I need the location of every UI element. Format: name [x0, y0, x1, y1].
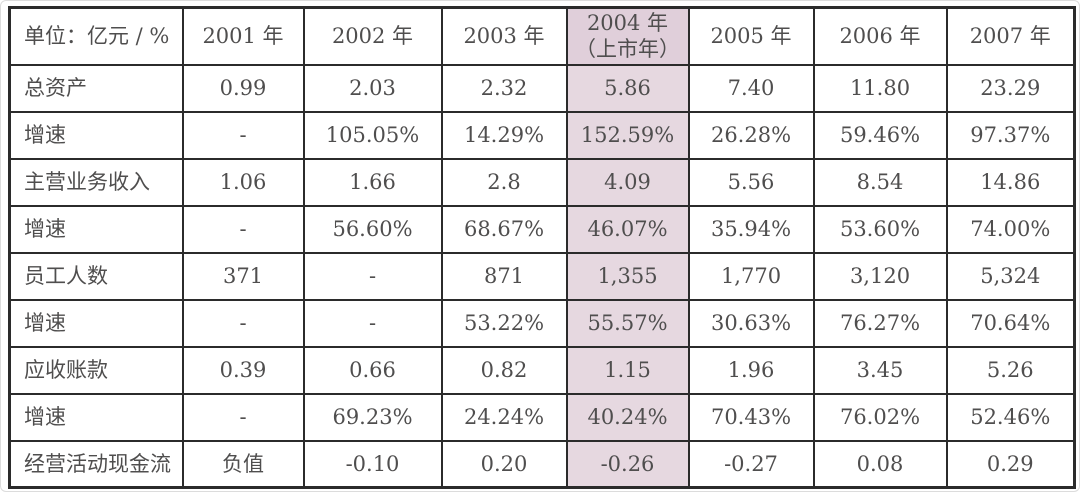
value-cell: 70.64%: [945, 298, 1076, 348]
year-header-label: 2004 年: [586, 11, 669, 35]
value-cell: 0.29: [945, 439, 1076, 489]
value-cell: 59.46%: [812, 110, 948, 160]
value-cell: 1.06: [181, 157, 305, 207]
value-cell: 56.60%: [302, 204, 443, 254]
value-cell: 76.27%: [812, 298, 948, 348]
value-cell: 1,770: [687, 251, 815, 301]
table-row: 应收账款 0.39 0.66 0.82 1.15 1.96 3.45 5.26: [8, 345, 1076, 395]
value-cell-highlighted: 55.57%: [565, 298, 690, 348]
metric-label-cell: 主营业务收入: [8, 157, 184, 207]
value-cell: 14.86: [945, 157, 1076, 207]
year-header-2003: 2003 年: [440, 6, 568, 66]
value-cell: 14.29%: [440, 110, 568, 160]
value-cell: 74.00%: [945, 204, 1076, 254]
year-header-label: 2002 年: [331, 24, 414, 49]
year-header-2002: 2002 年: [302, 6, 443, 66]
value-cell-highlighted: -0.26: [565, 439, 690, 489]
value-cell: 24.24%: [440, 392, 568, 442]
value-cell: -0.10: [302, 439, 443, 489]
value-cell: 3.45: [812, 345, 948, 395]
table-row: 员工人数 371 - 871 1,355 1,770 3,120 5,324: [8, 251, 1076, 301]
ipo-year-sublabel: （上市年）: [575, 37, 680, 62]
value-cell: 3,120: [812, 251, 948, 301]
metric-label-cell: 增速: [8, 298, 184, 348]
value-cell: 0.82: [440, 345, 568, 395]
value-cell: 11.80: [812, 63, 948, 113]
value-cell-highlighted: 1,355: [565, 251, 690, 301]
value-cell: 70.43%: [687, 392, 815, 442]
value-cell: 53.60%: [812, 204, 948, 254]
value-cell: 5.56: [687, 157, 815, 207]
table-row: 增速 - - 53.22% 55.57% 30.63% 76.27% 70.64…: [8, 298, 1076, 348]
year-header-2007: 2007 年: [945, 6, 1076, 66]
value-cell: 2.03: [302, 63, 443, 113]
metric-label-cell: 经营活动现金流: [8, 439, 184, 489]
metric-label-cell: 增速: [8, 204, 184, 254]
value-cell: -0.27: [687, 439, 815, 489]
financial-table: 单位：亿元 / % 2001 年 2002 年 2003 年 2004 年（上市…: [8, 6, 1076, 489]
value-cell: 1.66: [302, 157, 443, 207]
unit-label-cell: 单位：亿元 / %: [8, 6, 184, 66]
value-cell: 76.02%: [812, 392, 948, 442]
value-cell: -: [302, 251, 443, 301]
value-cell: 5,324: [945, 251, 1076, 301]
value-cell-highlighted: 4.09: [565, 157, 690, 207]
value-cell: 35.94%: [687, 204, 815, 254]
table-row: 总资产 0.99 2.03 2.32 5.86 7.40 11.80 23.29: [8, 63, 1076, 113]
value-cell-highlighted: 46.07%: [565, 204, 690, 254]
value-cell: 68.67%: [440, 204, 568, 254]
table-row: 增速 - 105.05% 14.29% 152.59% 26.28% 59.46…: [8, 110, 1076, 160]
value-cell-highlighted: 5.86: [565, 63, 690, 113]
year-header-2005: 2005 年: [687, 6, 815, 66]
year-header-label: 2003 年: [463, 24, 545, 49]
metric-label-cell: 增速: [8, 392, 184, 442]
year-header-label: 2006 年: [839, 24, 921, 49]
value-cell-highlighted: 40.24%: [565, 392, 690, 442]
value-cell: 2.8: [440, 157, 568, 207]
value-cell: -: [181, 204, 305, 254]
year-header-2001: 2001 年: [181, 6, 305, 66]
year-header-label: 2007 年: [969, 24, 1051, 49]
metric-label-cell: 员工人数: [8, 251, 184, 301]
value-cell: 0.66: [302, 345, 443, 395]
value-cell: 26.28%: [687, 110, 815, 160]
value-cell: 8.54: [812, 157, 948, 207]
value-cell: 0.99: [181, 63, 305, 113]
value-cell: 53.22%: [440, 298, 568, 348]
year-header-2006: 2006 年: [812, 6, 948, 66]
value-cell: 1.96: [687, 345, 815, 395]
table-header-row: 单位：亿元 / % 2001 年 2002 年 2003 年 2004 年（上市…: [8, 6, 1076, 66]
value-cell: 0.08: [812, 439, 948, 489]
table-row: 主营业务收入 1.06 1.66 2.8 4.09 5.56 8.54 14.8…: [8, 157, 1076, 207]
year-header-label: 2001 年: [202, 24, 284, 49]
value-cell: 871: [440, 251, 568, 301]
value-cell: 371: [181, 251, 305, 301]
table-row: 经营活动现金流 负值 -0.10 0.20 -0.26 -0.27 0.08 0…: [8, 439, 1076, 489]
metric-label-cell: 增速: [8, 110, 184, 160]
value-cell: 69.23%: [302, 392, 443, 442]
value-cell-highlighted: 1.15: [565, 345, 690, 395]
value-cell: -: [181, 298, 305, 348]
value-cell: -: [302, 298, 443, 348]
value-cell: 7.40: [687, 63, 815, 113]
value-cell-highlighted: 152.59%: [565, 110, 690, 160]
value-cell: 0.20: [440, 439, 568, 489]
metric-label-cell: 总资产: [8, 63, 184, 113]
value-cell: 负值: [181, 439, 305, 489]
table-row: 增速 - 69.23% 24.24% 40.24% 70.43% 76.02% …: [8, 392, 1076, 442]
value-cell: 2.32: [440, 63, 568, 113]
year-header-2004-ipo: 2004 年（上市年）: [565, 6, 690, 66]
value-cell: -: [181, 110, 305, 160]
value-cell: -: [181, 392, 305, 442]
value-cell: 52.46%: [945, 392, 1076, 442]
value-cell: 30.63%: [687, 298, 815, 348]
value-cell: 0.39: [181, 345, 305, 395]
value-cell: 105.05%: [302, 110, 443, 160]
metric-label-cell: 应收账款: [8, 345, 184, 395]
value-cell: 97.37%: [945, 110, 1076, 160]
table-row: 增速 - 56.60% 68.67% 46.07% 35.94% 53.60% …: [8, 204, 1076, 254]
value-cell: 5.26: [945, 345, 1076, 395]
year-header-label: 2005 年: [710, 24, 792, 49]
value-cell: 23.29: [945, 63, 1076, 113]
